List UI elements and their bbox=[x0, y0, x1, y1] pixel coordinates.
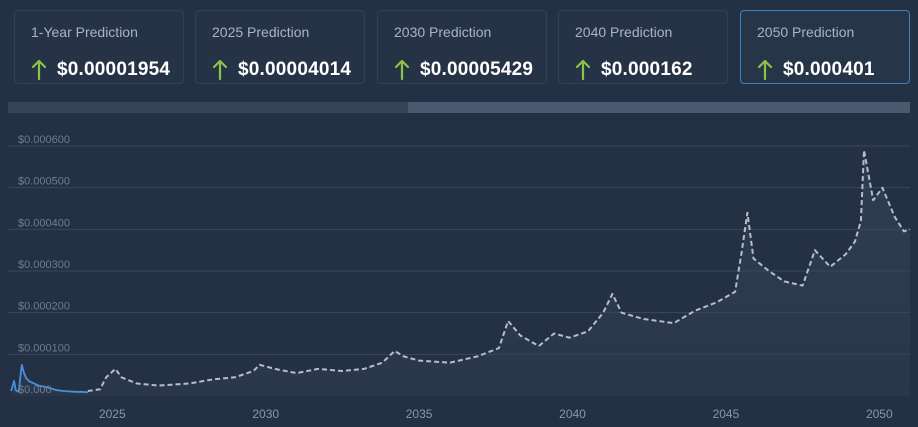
prediction-cards: 1-Year Prediction $0.00001954 2025 Predi… bbox=[0, 0, 918, 100]
area-fill bbox=[11, 150, 910, 396]
range-scrollbar-thumb[interactable] bbox=[408, 102, 910, 113]
area-under-curve bbox=[11, 150, 910, 396]
prediction-series-line bbox=[87, 149, 911, 392]
card-label: 1-Year Prediction bbox=[31, 24, 138, 40]
y-tick-label: $0.000 bbox=[18, 384, 52, 396]
card-value-row: $0.00005429 bbox=[394, 57, 533, 83]
x-tick-label: 2035 bbox=[406, 407, 433, 421]
y-tick-label: $0.000400 bbox=[18, 217, 70, 229]
arrow-up-icon bbox=[394, 59, 410, 81]
card-value: $0.000162 bbox=[601, 59, 693, 80]
card-value: $0.00001954 bbox=[57, 59, 171, 80]
x-tick-label: 2045 bbox=[713, 407, 740, 421]
card-2030-prediction[interactable]: 2030 Prediction $0.00005429 bbox=[377, 10, 547, 84]
card-label: 2050 Prediction bbox=[757, 24, 855, 40]
x-tick-label: 2050 bbox=[866, 407, 893, 421]
card-value: $0.000401 bbox=[783, 59, 875, 80]
x-tick-label: 2030 bbox=[252, 407, 279, 421]
arrow-up-icon bbox=[212, 59, 228, 81]
card-label: 2030 Prediction bbox=[394, 24, 492, 40]
card-value-row: $0.00004014 bbox=[212, 57, 351, 83]
card-value-row: $0.00001954 bbox=[31, 57, 170, 83]
card-value-row: $0.000162 bbox=[575, 57, 693, 83]
history-series-line bbox=[10, 363, 88, 394]
y-tick-label: $0.000300 bbox=[18, 259, 70, 271]
card-label: 2040 Prediction bbox=[575, 24, 673, 40]
card-1-year-prediction[interactable]: 1-Year Prediction $0.00001954 bbox=[14, 10, 184, 84]
card-value: $0.00004014 bbox=[238, 59, 352, 80]
arrow-up-icon bbox=[575, 59, 591, 81]
card-2025-prediction[interactable]: 2025 Prediction $0.00004014 bbox=[195, 10, 365, 84]
x-axis-labels: 2025 2030 2035 2040 2045 2050 bbox=[99, 407, 893, 421]
y-axis-labels: $0.000 $0.000100 $0.000200 $0.000300 $0.0004… bbox=[18, 134, 70, 396]
card-label: 2025 Prediction bbox=[212, 24, 310, 40]
y-tick-label: $0.000100 bbox=[18, 342, 70, 354]
y-tick-label: $0.000500 bbox=[18, 176, 70, 188]
range-scrollbar[interactable] bbox=[8, 102, 910, 113]
card-value: $0.00005429 bbox=[420, 59, 534, 80]
card-value-row: $0.000401 bbox=[757, 57, 875, 83]
arrow-up-icon bbox=[757, 59, 773, 81]
x-tick-label: 2040 bbox=[559, 407, 586, 421]
x-tick-label: 2025 bbox=[99, 407, 126, 421]
y-tick-label: $0.000600 bbox=[18, 134, 70, 146]
card-2050-prediction[interactable]: 2050 Prediction $0.000401 bbox=[740, 10, 910, 84]
arrow-up-icon bbox=[31, 59, 47, 81]
y-tick-label: $0.000200 bbox=[18, 301, 70, 313]
series-lines bbox=[10, 149, 911, 394]
card-2040-prediction[interactable]: 2040 Prediction $0.000162 bbox=[558, 10, 728, 84]
